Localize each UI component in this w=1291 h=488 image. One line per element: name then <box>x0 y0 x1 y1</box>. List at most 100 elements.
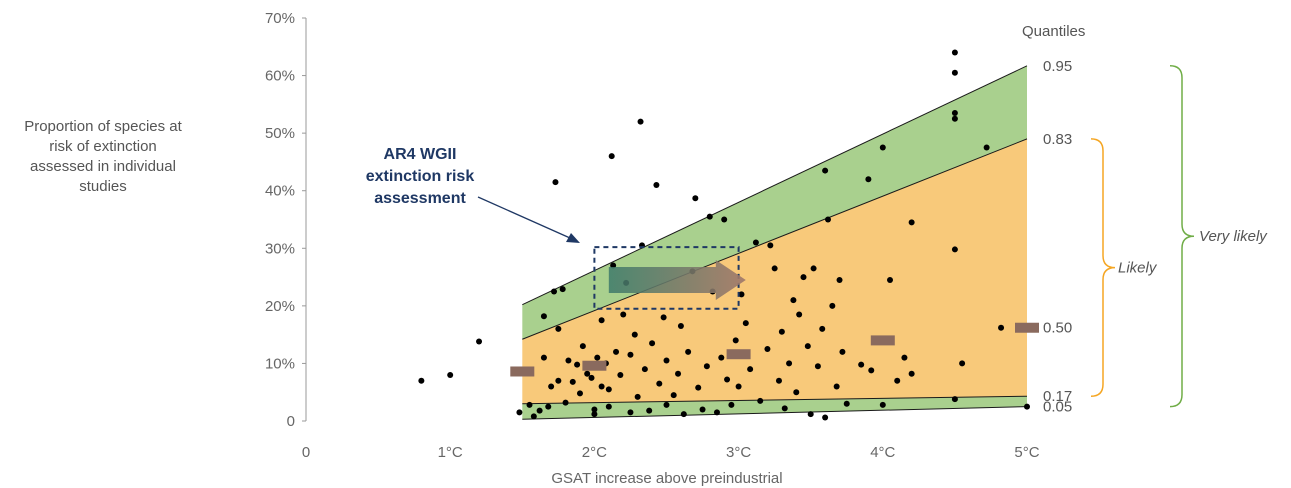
quantile-line-083 <box>522 138 1028 340</box>
data-point <box>858 361 865 368</box>
data-point <box>833 383 840 390</box>
data-point <box>775 377 782 384</box>
y-tick-label: 10% <box>265 355 295 372</box>
median-marker <box>582 360 607 371</box>
median-markers <box>510 322 1039 377</box>
data-point <box>576 390 583 397</box>
y-axis-label-line: studies <box>79 178 127 195</box>
data-point <box>548 383 555 390</box>
data-point <box>836 276 843 283</box>
data-point <box>724 376 731 383</box>
data-point <box>790 297 797 304</box>
ar4-range-arrow <box>608 259 746 300</box>
data-point <box>839 348 846 355</box>
data-point <box>771 265 778 272</box>
y-tick-label: 40% <box>265 183 295 200</box>
data-point <box>656 380 663 387</box>
data-point <box>901 354 908 361</box>
data-point <box>951 109 958 116</box>
data-point <box>829 302 836 309</box>
data-point <box>732 337 739 344</box>
data-point <box>742 320 749 327</box>
data-point <box>627 351 634 358</box>
data-point <box>887 276 894 283</box>
y-axis-label-line: risk of extinction <box>49 138 157 155</box>
data-point <box>778 328 785 335</box>
data-point <box>810 265 817 272</box>
data-point <box>631 331 638 338</box>
data-point <box>959 360 966 367</box>
data-point <box>447 371 454 378</box>
x-axis-label: GSAT increase above preindustrial <box>551 470 782 487</box>
data-point <box>706 213 713 220</box>
data-point <box>591 406 598 413</box>
data-point <box>663 401 670 408</box>
data-point <box>757 397 764 404</box>
data-point <box>530 413 537 420</box>
x-tick-label: 1°C <box>438 444 463 461</box>
likely-bracket <box>1090 138 1116 397</box>
data-point <box>894 377 901 384</box>
data-point <box>879 144 886 151</box>
data-point <box>825 216 832 223</box>
data-point <box>555 377 562 384</box>
y-tick-label: 20% <box>265 298 295 315</box>
data-point <box>605 386 612 393</box>
data-point <box>713 409 720 416</box>
data-point <box>807 411 814 418</box>
data-point <box>951 69 958 76</box>
data-point <box>865 176 872 183</box>
data-point <box>703 363 710 370</box>
data-point <box>584 370 591 377</box>
data-point <box>418 377 425 384</box>
data-point <box>951 246 958 253</box>
median-marker <box>870 335 895 346</box>
quantile-line-095 <box>522 65 1028 306</box>
data-point <box>819 325 826 332</box>
data-point <box>804 343 811 350</box>
data-point <box>552 179 559 186</box>
data-point <box>692 195 699 202</box>
y-tick-label: 50% <box>265 125 295 142</box>
annotation-pointer-head <box>566 233 580 243</box>
data-point <box>565 357 572 364</box>
data-point <box>786 360 793 367</box>
data-point <box>814 363 821 370</box>
quantile-label: 0.50 <box>1043 320 1072 337</box>
likelihood-brackets: Likely Very likely <box>1090 65 1268 408</box>
data-point <box>646 407 653 414</box>
data-point <box>540 313 547 320</box>
very-likely-bracket <box>1169 65 1195 408</box>
data-point <box>637 118 644 125</box>
data-point <box>551 288 558 295</box>
data-point <box>998 324 1005 331</box>
data-point <box>718 354 725 361</box>
likely-label: Likely <box>1118 260 1158 277</box>
data-point <box>613 348 620 355</box>
data-point <box>598 383 605 390</box>
y-tick-label: 30% <box>265 240 295 257</box>
quantile-label: 0.83 <box>1043 131 1072 148</box>
data-point <box>908 219 915 226</box>
x-tick-labels: 0 1°C 2°C 3°C 4°C 5°C <box>302 444 1040 461</box>
data-point <box>1024 403 1030 410</box>
quantile-line-017 <box>522 395 1028 405</box>
quantile-labels: Quantiles 0.95 0.83 0.50 0.170.05 <box>1022 23 1085 416</box>
data-point <box>796 311 803 318</box>
y-axis-label-line: Proportion of species at <box>24 118 182 135</box>
annotation-text-line: assessment <box>374 190 466 207</box>
ar4-annotation: AR4 WGII extinction risk assessment <box>366 146 746 310</box>
data-point <box>781 405 788 412</box>
annotation-pointer-line <box>477 196 571 239</box>
data-point <box>764 346 771 353</box>
data-point <box>591 411 598 418</box>
quantile-label: 0.17 <box>1043 388 1072 405</box>
data-point <box>868 367 875 374</box>
data-point <box>800 274 807 281</box>
data-point <box>526 401 533 408</box>
data-point <box>747 366 754 373</box>
annotation-text-line: extinction risk <box>366 168 475 185</box>
data-point <box>663 357 670 364</box>
data-point <box>562 399 569 406</box>
